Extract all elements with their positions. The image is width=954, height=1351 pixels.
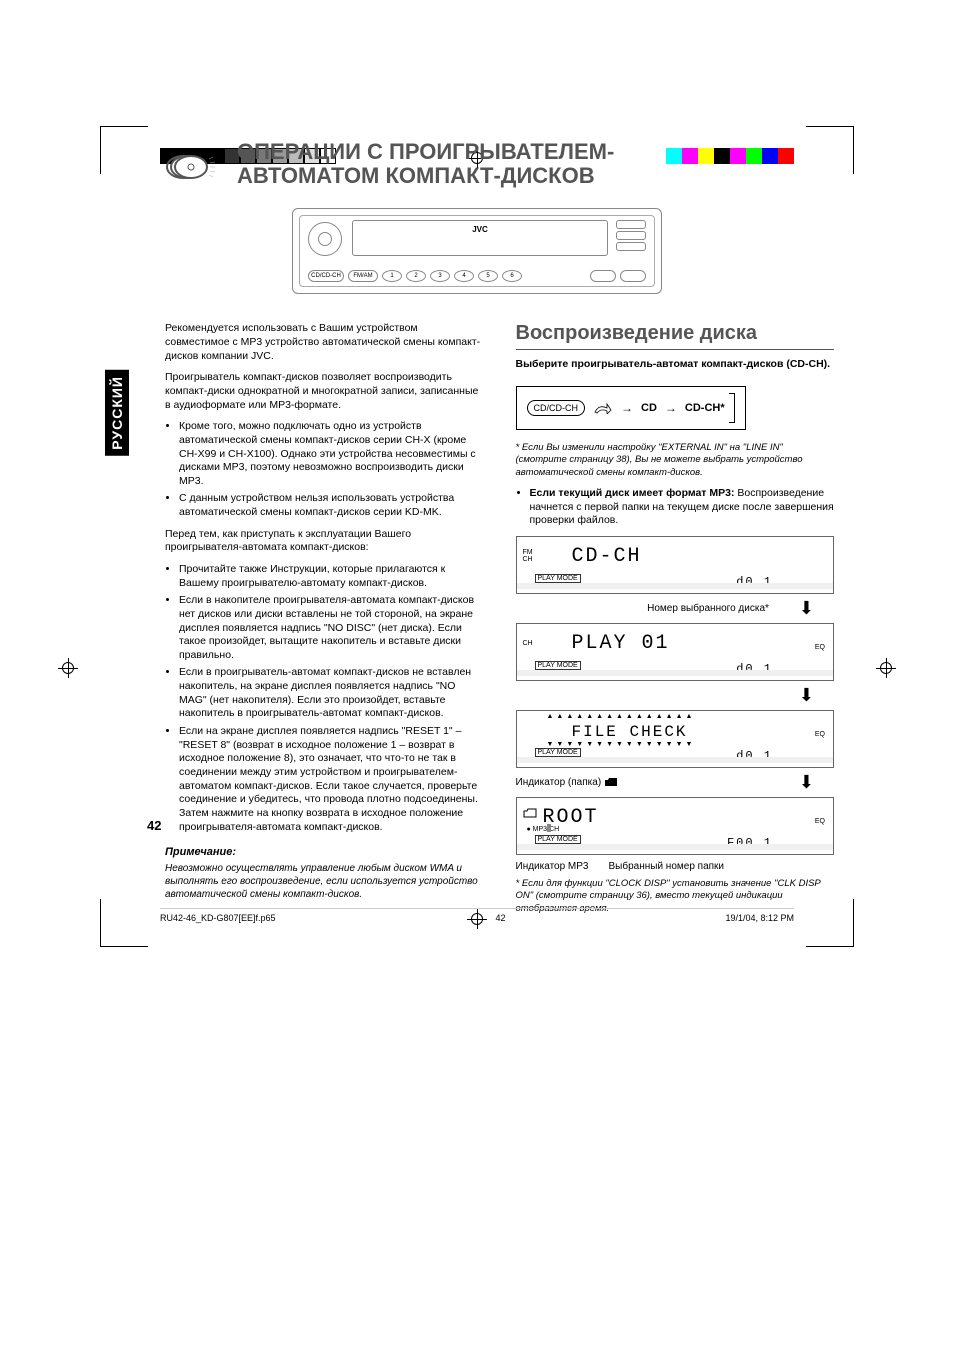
device-preset-5: 5 [478,270,498,282]
caption-1: Номер выбранного диска* [516,603,799,614]
language-tab: РУССКИЙ [105,370,129,456]
title-row: MP3 ОПЕРАЦИИ С ПРОИГРЫВАТЕЛЕМ- АВТОМАТОМ… [165,140,834,188]
note-title: Примечание: [165,846,484,858]
down-arrow-icon: ⬇ [516,685,815,706]
left-column: Рекомендуется использовать с Вашим устро… [120,322,484,923]
footer-date: 19/1/04, 8:12 PM [725,913,794,923]
down-arrow-icon: ⬇ [799,598,814,619]
left-bullet-1: Кроме того, можно подключать одно из уст… [179,420,484,488]
left-p2: Проигрыватель компакт-дисков позволяет в… [165,371,484,412]
left-p1: Рекомендуется использовать с Вашим устро… [165,322,484,363]
title-line1: ОПЕРАЦИИ С ПРОИГРЫВАТЕЛЕМ- [237,139,614,164]
display-screen-2: CH PLAY 01 d0 1 PLAY MODE EQ [516,623,835,681]
src-button-icon: CD/CD-CH [527,400,586,416]
caption-4a: Индикатор MP3 [516,861,589,872]
lcd-main-3: FILE CHECK [572,723,688,741]
flow-bracket [729,393,735,423]
right-column: Воспроизведение диска Выберите проигрыва… [516,322,835,923]
footer: RU42-46_KD-G807[EE]f.p65 42 19/1/04, 8:1… [160,908,794,923]
device-mo-btn [590,270,616,282]
left-p3: Перед тем, как приступать к эксплуатации… [165,528,484,555]
device-preset-1: 1 [382,270,402,282]
left-bullet-6: Если на экране дисплея появляется надпис… [179,725,484,834]
footer-page: 42 [496,913,506,923]
arrow-icon: → [665,401,677,415]
footer-file: RU42-46_KD-G807[EE]f.p65 [160,913,276,923]
note-text: Невозможно осуществлять управление любым… [165,862,484,901]
device-preset-4: 4 [454,270,474,282]
left-bullet-3: Прочитайте также Инструкции, которые при… [179,563,484,590]
caption-3: Индикатор (папка) [516,777,799,788]
device-fmam-btn: FM/AM [348,270,378,282]
left-bullet-5: Если в проигрыватель-автомат компакт-дис… [179,666,484,721]
title-line2: АВТОМАТОМ КОМПАКТ-ДИСКОВ [237,163,595,188]
display-screen-3: ▲▲▲▲▲▲▲▲▲▲▲▲▲▲▲ FILE CHECK ▼▼▼▼▼▼▼▼▼▼▼▼▼… [516,710,835,768]
display-screen-1: FMCH CD-CH d0 1 PLAY MODE [516,536,835,594]
folder-icon [523,808,537,818]
instruction: Выберите проигрыватель-автомат компакт-д… [516,358,835,372]
device-eject [616,220,646,229]
lcd-main-1: CD-CH [572,545,642,568]
section-heading: Воспроизведение диска [516,322,835,350]
footnote-1: * Если Вы изменили настройку "EXTERNAL I… [516,442,835,479]
page-title: ОПЕРАЦИИ С ПРОИГРЫВАТЕЛЕМ- АВТОМАТОМ КОМ… [237,140,614,188]
down-arrow-icon: ⬇ [799,772,814,793]
hand-icon [593,402,613,414]
device-preset-2: 2 [406,270,426,282]
mp3-cd-icon: MP3 [165,145,219,184]
device-down [616,242,646,251]
device-preset-6: 6 [502,270,522,282]
display-screen-4: ROOT ● MP3 CH F00 1 PLAY MODE EQ [516,797,835,855]
device-disp-btn [620,270,646,282]
page-number: 42 [147,818,161,833]
flow-opt-cd: CD [641,402,657,414]
device-knob [308,222,342,256]
svg-text:MP3: MP3 [169,148,184,155]
device-preset-3: 3 [430,270,450,282]
arrow-icon: → [621,401,633,415]
device-src-btn: CD/CD-CH [308,270,344,282]
mp3-note: Если текущий диск имеет формат MP3: Восп… [530,487,835,528]
caption-4b: Выбранный номер папки [609,861,725,872]
left-bullet-2: С данным устройством нельзя использовать… [179,492,484,519]
source-flow: CD/CD-CH → CD → CD-CH* [516,386,746,430]
lcd-main-2: PLAY 01 [572,632,670,655]
left-bullet-4: Если в накопителе проигрывателя-автомата… [179,594,484,662]
flow-opt-cdch: CD-CH* [685,402,725,414]
device-up [616,231,646,240]
device-diagram: JVC CD/CD-CH FM/AM 1 2 3 4 5 6 [292,208,662,294]
device-brand: JVC [472,225,488,234]
folder-icon [604,777,618,787]
